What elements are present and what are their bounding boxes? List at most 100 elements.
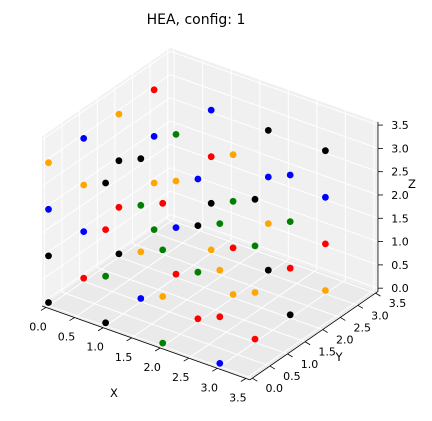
data-point	[102, 272, 109, 280]
data-point	[159, 293, 167, 300]
grid-line	[132, 243, 341, 318]
data-point	[286, 218, 294, 226]
back-pane	[170, 47, 378, 292]
grid-line	[61, 291, 271, 367]
x-axis-label: X	[110, 386, 118, 400]
x-tick-label: 0.5	[58, 331, 76, 344]
side-pane	[42, 47, 171, 306]
grid-line	[41, 190, 171, 280]
y-tick	[269, 365, 276, 370]
data-point	[216, 266, 224, 274]
x-tick	[97, 327, 104, 332]
grid-line	[159, 259, 289, 349]
grid-line	[169, 97, 379, 173]
data-point	[159, 199, 167, 207]
z-tick-label: 3.5	[391, 119, 409, 132]
grid-line	[41, 50, 171, 141]
data-point	[207, 153, 215, 161]
data-point	[80, 228, 88, 236]
data-point	[137, 248, 145, 256]
data-point	[229, 291, 237, 298]
data-point	[150, 133, 158, 140]
data-point	[45, 299, 52, 306]
data-point	[229, 197, 237, 205]
axes-ticks: 0.00.51.01.52.02.53.03.50.00.51.01.52.02…	[29, 119, 408, 404]
x-tick	[40, 307, 47, 311]
y-tick	[340, 317, 346, 321]
data-point	[137, 295, 145, 302]
data-point	[159, 339, 167, 347]
x-tick-label: 1.5	[115, 351, 133, 364]
data-point	[194, 315, 202, 323]
data-point	[172, 131, 180, 138]
data-point	[80, 181, 88, 189]
y-tick	[322, 329, 328, 333]
grid-line	[169, 167, 379, 243]
data-point	[251, 195, 259, 203]
grid-line	[131, 249, 261, 339]
x-tick	[212, 367, 218, 372]
y-tick-label: 0.5	[283, 370, 301, 383]
data-point	[286, 311, 294, 319]
y-tick	[375, 292, 381, 297]
data-point	[207, 199, 215, 207]
data-point	[322, 147, 329, 155]
data-point	[150, 86, 158, 94]
data-point	[264, 126, 272, 134]
y-tick	[287, 353, 293, 358]
grid-line	[41, 97, 171, 187]
scatter-points	[45, 86, 329, 367]
z-tick-label: 0.5	[391, 259, 409, 272]
x-tick-label: 2.0	[143, 361, 161, 374]
x-tick-label: 3.0	[201, 381, 219, 394]
data-point	[150, 226, 158, 234]
data-point	[286, 264, 294, 272]
z-tick-label: 3.0	[391, 142, 409, 155]
y-tick-label: 1.5	[318, 346, 336, 359]
data-point	[172, 270, 180, 278]
data-point	[216, 360, 224, 367]
y-tick-label: 2.0	[336, 334, 354, 347]
grid-line	[41, 120, 171, 210]
grid-line	[169, 50, 379, 126]
y-tick	[252, 377, 258, 382]
grid-line	[45, 218, 175, 308]
data-point	[264, 220, 272, 228]
y-tick-label: 2.5	[354, 321, 372, 334]
data-point	[102, 319, 109, 327]
axes-panes	[42, 47, 378, 380]
y-axis-label: Y	[334, 350, 343, 364]
data-point	[229, 244, 237, 252]
data-point	[229, 151, 237, 159]
grid-line	[74, 228, 203, 318]
data-point	[251, 289, 259, 296]
data-point	[80, 135, 88, 142]
z-axis-label: Z	[408, 177, 416, 191]
x-tick	[154, 347, 161, 352]
data-point	[207, 246, 215, 254]
x-tick	[240, 378, 247, 382]
data-point	[216, 313, 224, 321]
data-point	[159, 246, 167, 254]
data-point	[251, 335, 259, 343]
chart-title: HEA, config: 1	[147, 12, 246, 28]
x-tick	[183, 357, 189, 362]
x-tick	[69, 317, 75, 321]
data-point	[137, 201, 145, 209]
grid-line	[169, 143, 379, 219]
data-point	[194, 268, 202, 276]
data-point	[80, 274, 88, 282]
data-point	[45, 252, 52, 260]
data-point	[322, 193, 329, 201]
x-tick-label: 2.5	[172, 371, 190, 384]
grid-line	[41, 143, 171, 234]
data-point	[322, 240, 329, 248]
y-tick-label: 0.0	[266, 382, 284, 395]
data-point	[194, 222, 202, 230]
data-point	[137, 155, 145, 163]
z-tick-label: 0.0	[391, 282, 409, 295]
grid-line	[167, 218, 376, 294]
data-point	[286, 171, 294, 179]
data-point	[115, 110, 123, 118]
